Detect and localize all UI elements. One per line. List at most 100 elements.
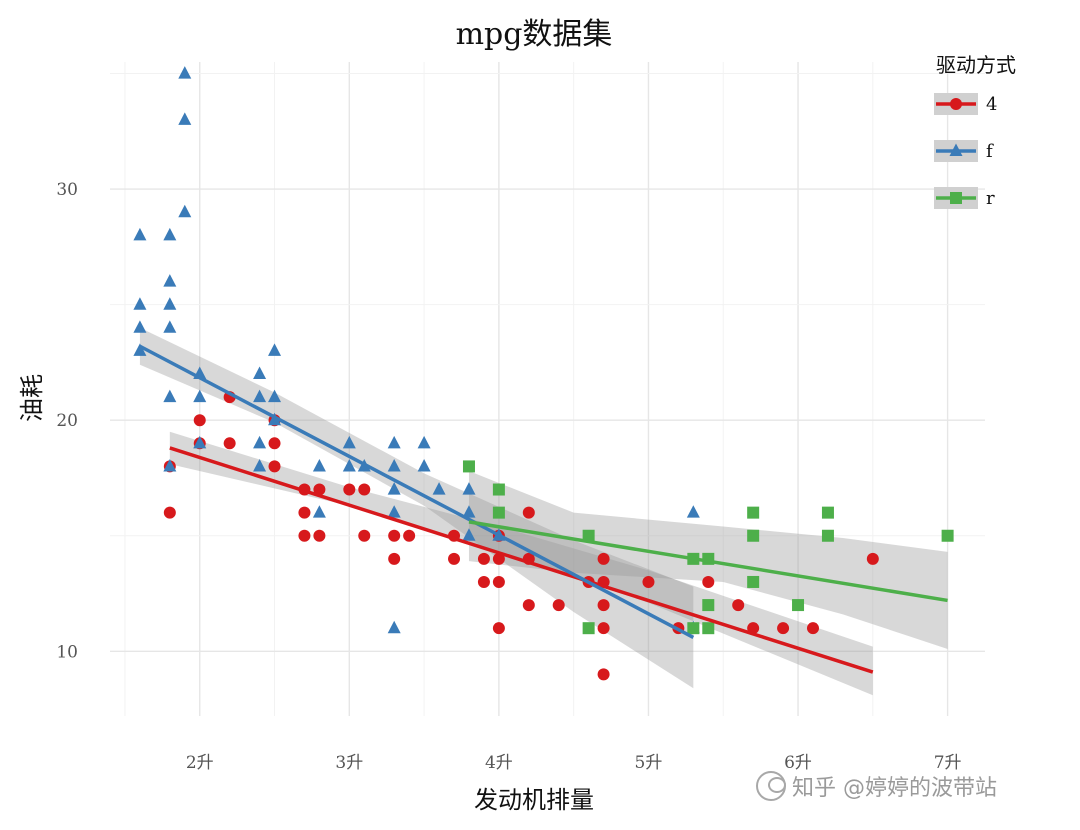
data-point-f [178, 66, 192, 79]
y-tick-labels: 10 20 30 [56, 180, 78, 662]
data-point-f [432, 482, 446, 495]
data-point-r [747, 529, 760, 542]
data-point-f [163, 458, 177, 472]
data-point-4 [193, 414, 206, 427]
data-point-4 [522, 506, 535, 519]
data-point-f [253, 389, 267, 403]
data-point-4 [313, 529, 326, 542]
data-point-4 [298, 506, 311, 519]
legend-key-marker [949, 143, 963, 157]
data-point-4 [866, 552, 879, 565]
data-point-4 [388, 529, 401, 542]
data-point-f [133, 320, 147, 333]
data-point-4 [223, 437, 236, 450]
data-points [133, 66, 954, 681]
data-point-r [492, 506, 505, 519]
data-point-4 [492, 622, 505, 635]
data-point-f [133, 297, 147, 310]
x-tick-label: 4升 [485, 753, 513, 773]
data-point-4 [522, 599, 535, 612]
fit-line-f [139, 344, 695, 639]
data-point-4 [777, 622, 790, 635]
data-point-f [417, 435, 431, 449]
y-tick-label: 10 [56, 642, 78, 662]
data-point-4 [388, 552, 401, 565]
data-point-f [268, 389, 282, 403]
data-point-4 [806, 622, 819, 635]
watermark-text: 知乎 @婷婷的波带站 [792, 776, 997, 801]
confidence-ribbon-4 [169, 431, 873, 696]
data-point-r [702, 599, 715, 612]
legend-key-marker [950, 98, 962, 110]
data-point-f [462, 482, 476, 495]
data-point-f [312, 458, 326, 472]
legend-entry-4: 4 [934, 93, 997, 115]
data-point-4 [343, 483, 356, 496]
data-point-r [687, 622, 700, 635]
data-point-r [582, 529, 595, 542]
data-point-4 [492, 552, 505, 565]
legend: 驱动方式 4 f r [934, 53, 1016, 209]
fit-line-r [468, 520, 948, 603]
wechat-icon [756, 771, 786, 801]
data-point-f [253, 366, 267, 380]
chart-title: mpg数据集 [456, 17, 613, 52]
data-point-4 [492, 575, 505, 588]
data-point-f [163, 297, 177, 310]
data-point-4 [298, 529, 311, 542]
legend-label: f [986, 141, 994, 162]
data-point-4 [403, 529, 416, 542]
data-point-f [163, 227, 177, 241]
data-point-r [941, 529, 954, 542]
legend-label: r [986, 188, 995, 209]
data-point-4 [358, 483, 371, 496]
data-point-4 [732, 599, 745, 612]
x-axis-title: 发动机排量 [474, 786, 594, 814]
data-point-f [387, 620, 401, 634]
legend-label: 4 [986, 94, 997, 115]
data-point-4 [268, 460, 281, 473]
x-tick-labels: 2升 3升 4升 5升 6升 7升 [186, 753, 962, 773]
legend-title: 驱动方式 [936, 53, 1016, 77]
legend-entry-r: r [934, 187, 995, 209]
legend-entry-f: f [934, 140, 994, 162]
data-point-4 [597, 599, 610, 612]
data-point-f [133, 343, 147, 356]
data-point-4 [477, 575, 490, 588]
data-point-f [178, 204, 192, 218]
data-point-r [702, 622, 715, 635]
data-point-r [821, 506, 834, 519]
data-point-f [342, 435, 356, 449]
data-point-r [462, 460, 475, 473]
data-point-f [387, 482, 401, 495]
data-point-r [792, 599, 805, 612]
data-point-f [462, 528, 476, 541]
data-point-4 [597, 668, 610, 681]
data-point-f [193, 435, 207, 449]
data-point-4 [642, 575, 655, 588]
data-point-4 [268, 437, 281, 450]
data-point-r [747, 575, 760, 588]
data-point-f [133, 227, 147, 241]
x-tick-label: 2升 [186, 753, 214, 773]
y-tick-label: 20 [56, 411, 78, 431]
legend-key-marker [950, 192, 962, 204]
data-point-f [312, 505, 326, 518]
data-point-4 [358, 529, 371, 542]
x-tick-label: 3升 [335, 753, 363, 773]
data-point-f [163, 274, 177, 287]
data-point-4 [313, 483, 326, 496]
data-point-f [462, 505, 476, 518]
data-point-f [268, 343, 282, 356]
fit-line-4 [169, 446, 874, 674]
data-point-f [163, 389, 177, 403]
x-tick-label: 7升 [934, 753, 962, 773]
y-axis-title: 油耗 [18, 374, 46, 422]
data-point-4 [163, 506, 176, 519]
data-point-4 [702, 575, 715, 588]
data-point-4 [448, 552, 461, 565]
fit-lines [139, 344, 948, 674]
data-point-f [178, 112, 192, 125]
data-point-f [342, 458, 356, 472]
